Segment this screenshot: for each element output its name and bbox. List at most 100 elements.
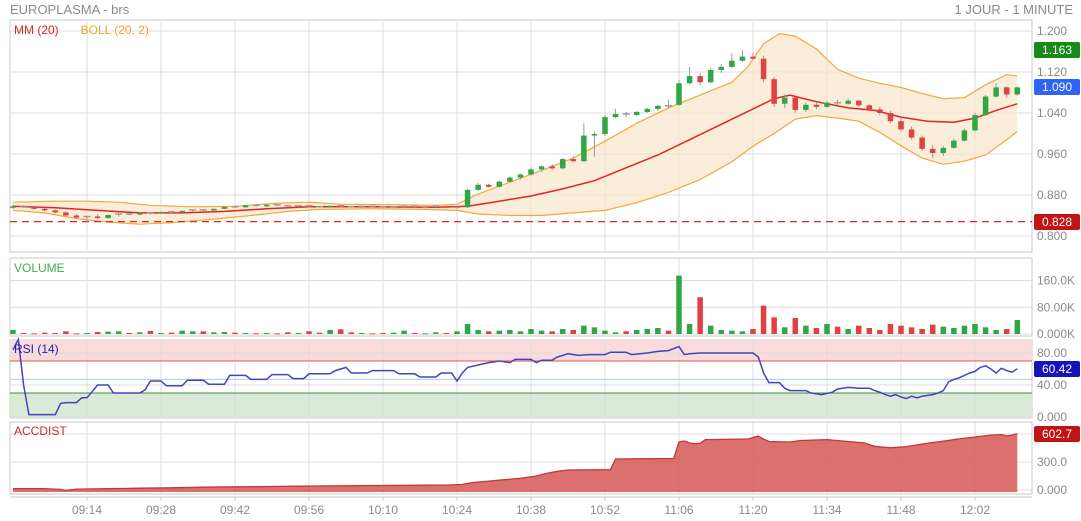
volume-bar xyxy=(137,332,143,334)
volume-bar xyxy=(369,333,376,335)
volume-bar xyxy=(147,330,154,334)
volume-bar xyxy=(919,328,925,334)
rsi-axis-label: 0.000 xyxy=(1037,410,1067,424)
volume-bar xyxy=(327,329,333,334)
candle-body xyxy=(697,76,703,83)
candle-body xyxy=(951,140,957,148)
volume-bar xyxy=(433,332,439,334)
volume-bar xyxy=(739,331,746,334)
volume-bar xyxy=(887,323,894,334)
candle-body xyxy=(549,166,555,169)
accdist-axis-label: 0.000 xyxy=(1037,483,1067,497)
volume-bar xyxy=(570,329,577,334)
volume-bar xyxy=(179,330,185,334)
candle-body xyxy=(105,214,111,219)
volume-bar xyxy=(496,330,503,334)
candle-body xyxy=(73,215,80,218)
volume-bar xyxy=(718,329,725,334)
volume-panel-label[interactable]: VOLUME xyxy=(14,261,65,275)
volume-bar xyxy=(993,329,999,334)
volume-bar xyxy=(845,328,851,334)
candle-body xyxy=(602,117,608,135)
volume-bar xyxy=(443,332,450,334)
volume-bar xyxy=(665,330,672,334)
volume-bar xyxy=(528,328,534,334)
volume-bar xyxy=(549,331,555,334)
candle-body xyxy=(538,166,545,170)
volume-bar xyxy=(623,331,629,334)
volume-bar xyxy=(253,333,259,335)
candle-body xyxy=(10,206,16,208)
volume-bar xyxy=(485,331,492,334)
volume-bar xyxy=(200,331,207,334)
volume-bar xyxy=(63,331,69,334)
candle-body xyxy=(655,105,661,109)
candle-body xyxy=(866,105,873,110)
volume-bar xyxy=(359,332,365,334)
candle-body xyxy=(137,212,143,215)
rsi-panel-label[interactable]: RSI (14) xyxy=(14,342,59,356)
bollinger-legend-label[interactable]: BOLL (20, 2) xyxy=(80,23,149,37)
volume-bar xyxy=(1014,319,1021,334)
price-axis-label: 0.800 xyxy=(1037,229,1067,243)
volume-bar xyxy=(10,329,16,334)
rsi-axis-label: 40.00 xyxy=(1037,378,1067,392)
volume-bar xyxy=(559,328,566,334)
accdist-area-fill xyxy=(13,433,1018,492)
price-axis-label: 1.200 xyxy=(1037,24,1067,38)
volume-bar xyxy=(517,331,524,334)
volume-bars-group xyxy=(10,275,1021,335)
volume-bar xyxy=(316,332,323,334)
candle-body xyxy=(41,208,48,211)
volume-bar xyxy=(31,333,37,335)
candle-body xyxy=(771,79,777,104)
candle-body xyxy=(993,87,999,97)
volume-bar xyxy=(507,329,513,334)
volume-bar xyxy=(834,326,841,334)
candle-body xyxy=(633,111,640,116)
candle-body xyxy=(792,97,799,110)
time-axis-label: 10:38 xyxy=(516,503,546,517)
accdist-line xyxy=(13,433,1018,492)
volume-bar xyxy=(115,331,122,334)
rsi-line xyxy=(12,336,1018,416)
volume-bar xyxy=(475,329,481,334)
volume-bar xyxy=(232,332,238,334)
time-axis-label: 09:28 xyxy=(146,503,176,517)
candle-body xyxy=(443,206,450,208)
candle-body xyxy=(242,205,249,208)
candle-body xyxy=(750,56,756,59)
candle-body xyxy=(94,216,101,219)
rsi-value-badge: 60.42 xyxy=(1034,361,1080,377)
mm20-legend-label[interactable]: MM (20) xyxy=(14,23,59,37)
volume-bar xyxy=(168,332,175,334)
volume-bar xyxy=(855,325,862,334)
volume-bar xyxy=(263,332,270,334)
candle-body xyxy=(813,104,820,107)
bollinger-band-fill xyxy=(13,33,1018,225)
volume-bar xyxy=(1003,328,1010,334)
price-axis-label: 1.040 xyxy=(1037,106,1067,120)
candle-body xyxy=(263,204,270,207)
volume-bar xyxy=(697,297,703,334)
mm20-line xyxy=(12,94,1018,214)
candle-body xyxy=(31,206,37,209)
volume-bar xyxy=(729,330,735,334)
volume-bar xyxy=(454,331,460,334)
price-axis-label: 1.120 xyxy=(1037,65,1067,79)
candle-body xyxy=(707,69,714,83)
time-axis-label: 09:56 xyxy=(294,503,324,517)
volume-bar xyxy=(52,332,59,334)
volume-bar xyxy=(411,332,418,334)
volume-bar xyxy=(982,327,989,334)
accdist-panel-label[interactable]: ACCDIST xyxy=(14,424,67,438)
time-axis-label: 11:34 xyxy=(812,503,841,517)
candle-body xyxy=(559,159,566,169)
volume-bar xyxy=(221,331,228,334)
volume-bar xyxy=(94,331,101,334)
volume-bar xyxy=(581,325,587,334)
volume-bar xyxy=(274,333,281,335)
candle-body xyxy=(972,115,978,131)
